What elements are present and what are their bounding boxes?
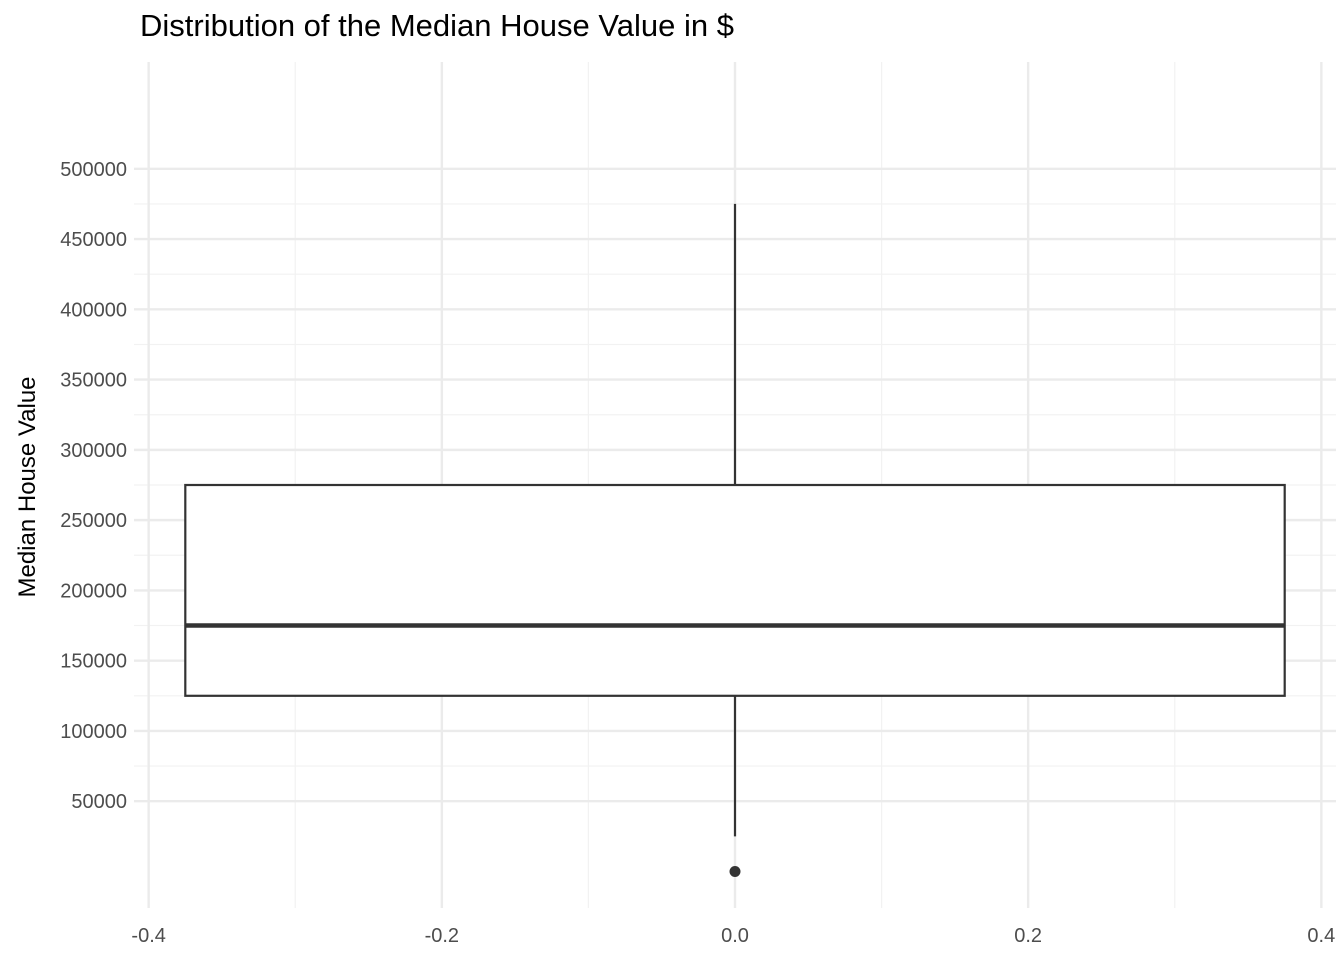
y-tick-label: 100000	[60, 721, 127, 743]
x-tick-label: -0.4	[131, 925, 165, 947]
interquartile-box	[184, 483, 1286, 697]
x-tick-label: 0.4	[1307, 925, 1335, 947]
y-tick-label: 300000	[60, 440, 127, 462]
y-tick-label: 500000	[60, 159, 127, 181]
x-tick-label: 0.0	[721, 925, 749, 947]
x-tick-label: 0.2	[1014, 925, 1042, 947]
y-tick-label: 450000	[60, 229, 127, 251]
outlier-points	[729, 865, 741, 877]
y-tick-label: 200000	[60, 580, 127, 602]
y-axis-title: Median House Value	[14, 376, 41, 597]
y-tick-label: 50000	[71, 791, 127, 813]
y-tick-label: 150000	[60, 651, 127, 673]
x-tick-label: -0.2	[425, 925, 459, 947]
chart-title: Distribution of the Median House Value i…	[140, 8, 734, 43]
y-tick-label: 350000	[60, 370, 127, 392]
outlier-point	[729, 865, 741, 877]
y-tick-label: 400000	[60, 299, 127, 321]
y-tick-labels: 50000 100000 150000 200000 250000 300000 35000…	[60, 159, 127, 813]
box-plot	[184, 203, 1286, 837]
y-tick-label: 250000	[60, 510, 127, 532]
x-tick-labels: -0.4 -0.2 0.0 0.2 0.4	[131, 925, 1335, 947]
